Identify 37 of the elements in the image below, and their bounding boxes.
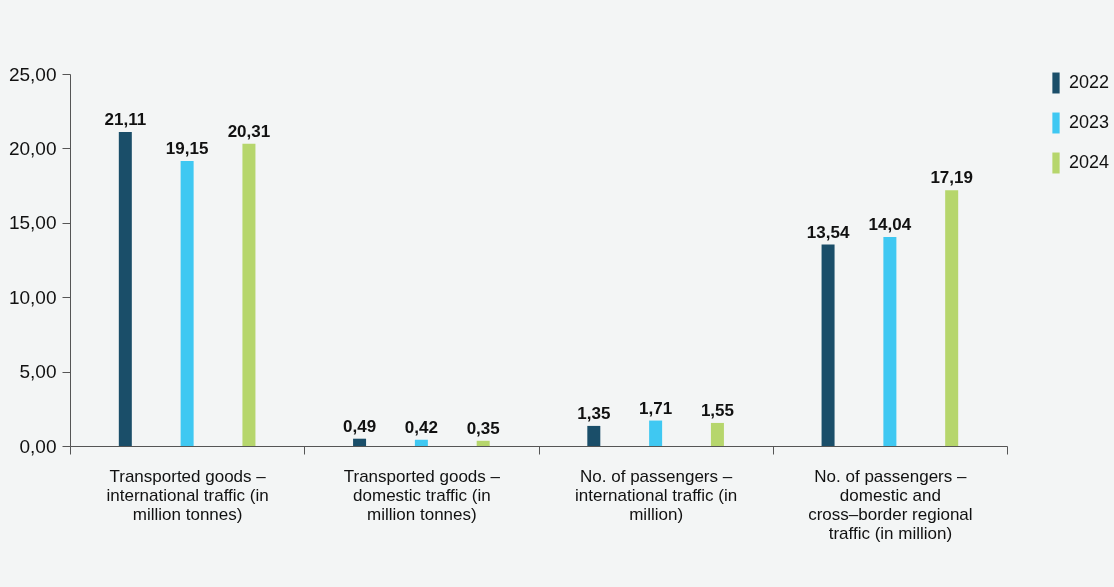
y-tick-label: 0,00	[19, 435, 57, 457]
text: 14,04	[868, 215, 912, 235]
text: 21,11	[104, 109, 147, 129]
bar	[118, 131, 132, 446]
bar	[945, 190, 959, 446]
y-tick-label: 10,00	[8, 286, 57, 308]
y-tick-label: 20,00	[8, 137, 57, 159]
legend-label: 2022	[1069, 72, 1110, 92]
x-tick-label: No. of passengers – domestic and cross–border regional traffic (in million)	[808, 466, 973, 543]
bar	[649, 420, 663, 446]
text: 1,71	[639, 398, 673, 418]
y-tick-label: 15,00	[8, 212, 57, 234]
legend-label: 2023	[1069, 112, 1110, 132]
bar	[414, 439, 428, 446]
text: 0,42	[404, 417, 438, 437]
x-tick-label: Transported goods – international traffic (in million tonnes)	[106, 466, 269, 524]
bar	[587, 425, 601, 446]
text: 13,54	[806, 222, 850, 242]
bar	[883, 237, 897, 446]
bar	[353, 438, 367, 446]
bar	[180, 161, 194, 446]
x-tick-label: No. of passengers – international traffic (in million)	[575, 466, 738, 524]
bar	[710, 422, 724, 446]
text: 1,55	[700, 400, 734, 420]
bar	[476, 440, 490, 446]
text: 0,35	[466, 418, 500, 438]
y-tick-label: 25,00	[8, 63, 57, 85]
text: 17,19	[930, 168, 973, 188]
text: 0,49	[343, 416, 377, 436]
y-tick-label: 5,00	[19, 361, 57, 383]
text: 20,31	[227, 121, 271, 141]
bar	[242, 143, 256, 446]
x-tick-label: Transported goods – domestic traffic (in million tonnes)	[343, 466, 501, 524]
bar	[821, 244, 835, 446]
text: 1,35	[577, 403, 611, 423]
legend-label: 2024	[1069, 152, 1110, 172]
text: 19,15	[165, 139, 209, 159]
